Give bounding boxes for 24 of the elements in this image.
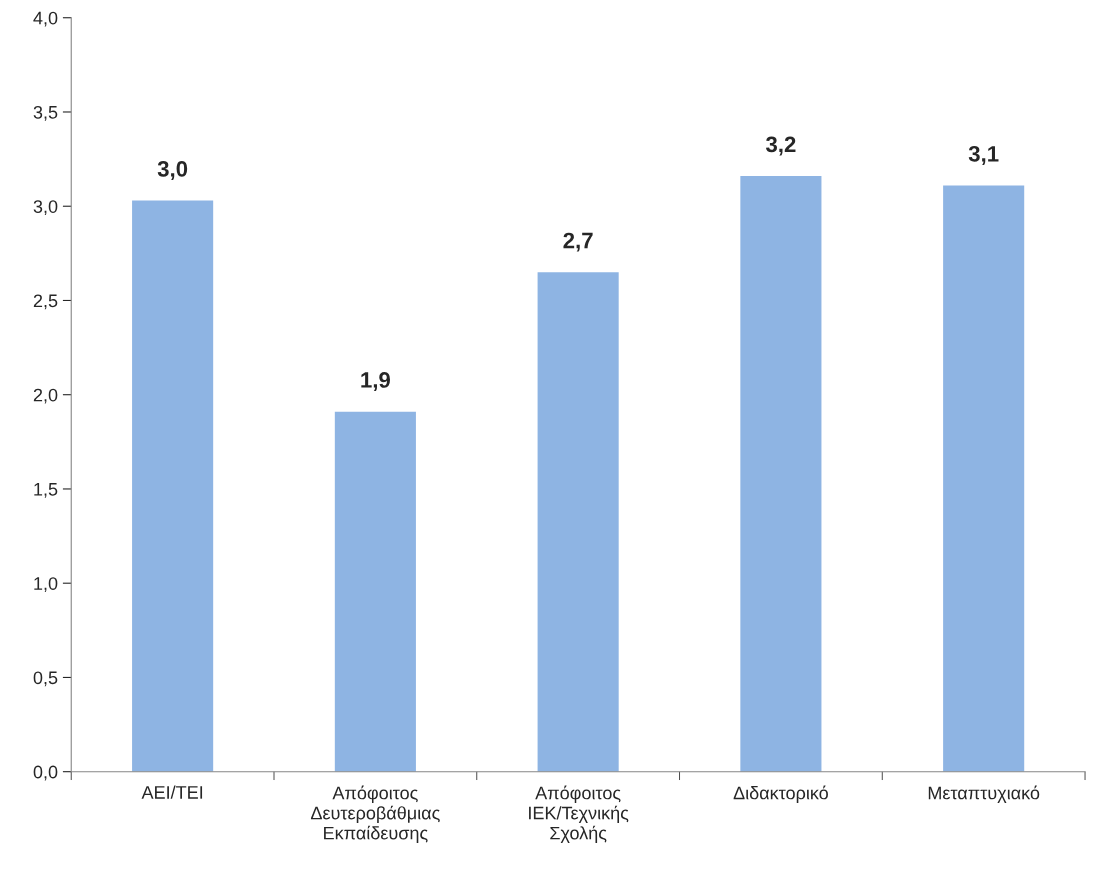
y-tick-label: 0,5 — [33, 671, 58, 687]
x-tick-label: Απόφοιτος ΙΕΚ/Τεχνικής Σχολής — [529, 785, 629, 844]
y-tick-label: 2,5 — [33, 294, 58, 310]
data-label: 2,7 — [563, 232, 593, 252]
bar — [943, 185, 1025, 772]
data-label: 3,0 — [157, 161, 188, 180]
y-tick-label: 0,0 — [33, 765, 58, 781]
bar — [740, 176, 822, 772]
x-tick-label: Απόφοιτος Δευτεροβάθμιας Εκπαίδευσης — [310, 785, 440, 844]
y-tick-label: 2,0 — [33, 388, 58, 404]
bar — [334, 411, 416, 772]
bar — [132, 200, 214, 772]
y-tick-label: 4,0 — [33, 11, 58, 27]
bar — [537, 272, 619, 772]
y-tick-label: 1,5 — [34, 483, 58, 498]
x-tick-label: Διδακτορικό — [733, 785, 828, 803]
x-tick-label: Μεταπτυχιακό — [928, 785, 1040, 803]
y-tick-label: 3,5 — [33, 105, 58, 121]
data-label: 3,2 — [765, 136, 796, 156]
y-tick-label: 1,0 — [34, 577, 58, 593]
y-tick-label: 3,0 — [33, 200, 58, 216]
data-label: 3,1 — [968, 145, 999, 165]
data-label: 1,9 — [361, 372, 390, 392]
x-tick-label: ΑΕΙ/ΤΕΙ — [141, 785, 203, 799]
